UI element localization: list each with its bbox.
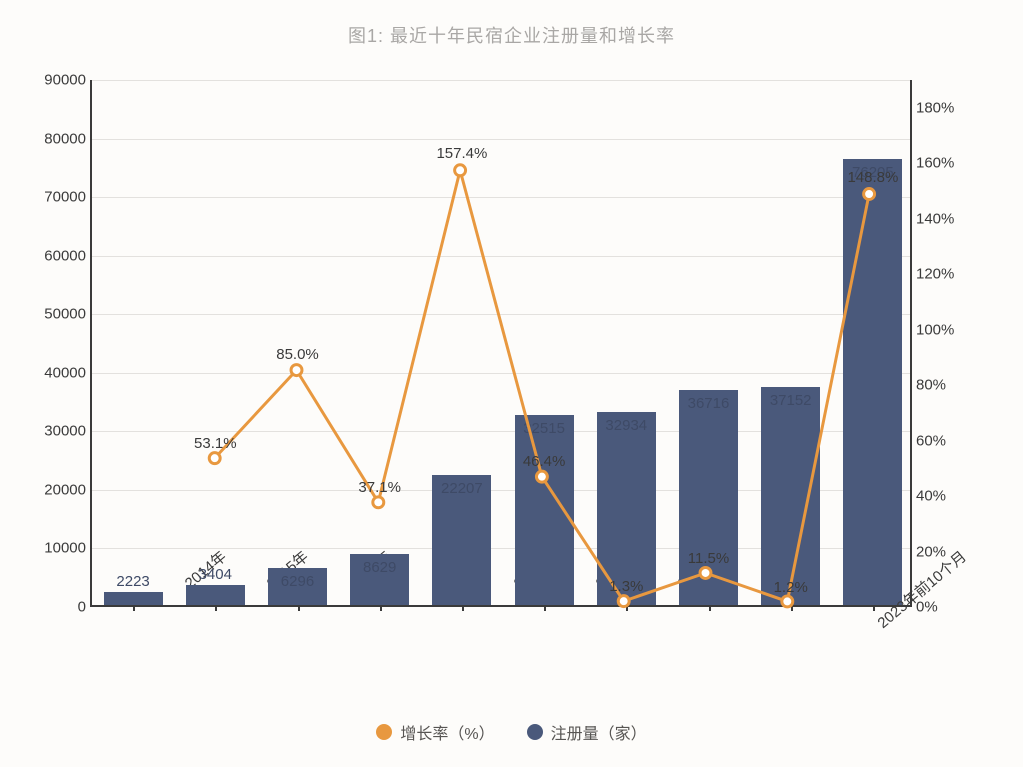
line-value-label: 1.2% [774, 579, 808, 596]
y-left-tick: 20000 [44, 481, 92, 498]
y-left-tick: 70000 [44, 189, 92, 206]
y-left-tick: 60000 [44, 247, 92, 264]
line-marker [618, 596, 629, 607]
y-right-tick: 100% [910, 321, 954, 338]
y-right-tick: 120% [910, 266, 954, 283]
line-marker [782, 596, 793, 607]
legend: 增长率（%） 注册量（家） [0, 720, 1023, 745]
y-right-tick: 20% [910, 543, 946, 560]
y-right-tick: 160% [910, 155, 954, 172]
y-right-tick: 180% [910, 99, 954, 116]
line-value-label: 85.0% [276, 346, 319, 363]
line-value-label: 37.1% [358, 479, 401, 496]
line-series [92, 80, 910, 605]
legend-label: 增长率（%） [400, 720, 494, 744]
x-tick-mark [380, 605, 382, 611]
legend-label: 注册量（家） [551, 720, 647, 744]
legend-dot-icon [527, 724, 543, 740]
y-left-tick: 10000 [44, 540, 92, 557]
x-tick-mark [873, 605, 875, 611]
y-left-tick: 80000 [44, 130, 92, 147]
y-left-tick: 90000 [44, 72, 92, 89]
line-value-label: 148.8% [847, 169, 898, 186]
line-marker [373, 497, 384, 508]
line-value-label: 53.1% [194, 435, 237, 452]
line-value-label: 11.5% [688, 550, 729, 567]
plot-area: 0100002000030000400005000060000700008000… [90, 80, 912, 607]
line-marker [455, 165, 466, 176]
x-tick-mark [709, 605, 711, 611]
legend-dot-icon [376, 724, 392, 740]
y-left-tick: 30000 [44, 423, 92, 440]
chart-title: 图1: 最近十年民宿企业注册量和增长率 [0, 22, 1023, 48]
y-right-tick: 140% [910, 210, 954, 227]
legend-item: 注册量（家） [527, 720, 647, 744]
chart-container: 图1: 最近十年民宿企业注册量和增长率 01000020000300004000… [0, 0, 1023, 767]
x-tick-mark [133, 605, 135, 611]
x-tick-mark [462, 605, 464, 611]
line-value-label: 1.3% [609, 578, 643, 595]
x-tick-mark [298, 605, 300, 611]
y-right-tick: 40% [910, 488, 946, 505]
line-value-label: 46.4% [523, 453, 566, 470]
x-tick-mark [544, 605, 546, 611]
legend-item: 增长率（%） [376, 720, 494, 744]
y-left-tick: 40000 [44, 364, 92, 381]
line-value-label: 157.4% [436, 145, 487, 162]
y-left-tick: 50000 [44, 306, 92, 323]
line-marker [291, 365, 302, 376]
line-marker [536, 471, 547, 482]
y-right-tick: 60% [910, 432, 946, 449]
y-left-tick: 0 [78, 599, 92, 616]
line-marker [209, 453, 220, 464]
x-tick-mark [215, 605, 217, 611]
y-right-tick: 80% [910, 377, 946, 394]
line-marker [864, 189, 875, 200]
line-marker [700, 568, 711, 579]
